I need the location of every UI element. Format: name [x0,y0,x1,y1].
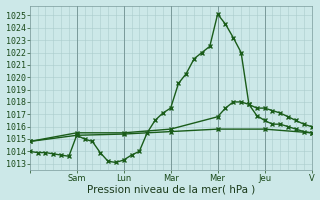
X-axis label: Pression niveau de la mer( hPa ): Pression niveau de la mer( hPa ) [86,184,255,194]
